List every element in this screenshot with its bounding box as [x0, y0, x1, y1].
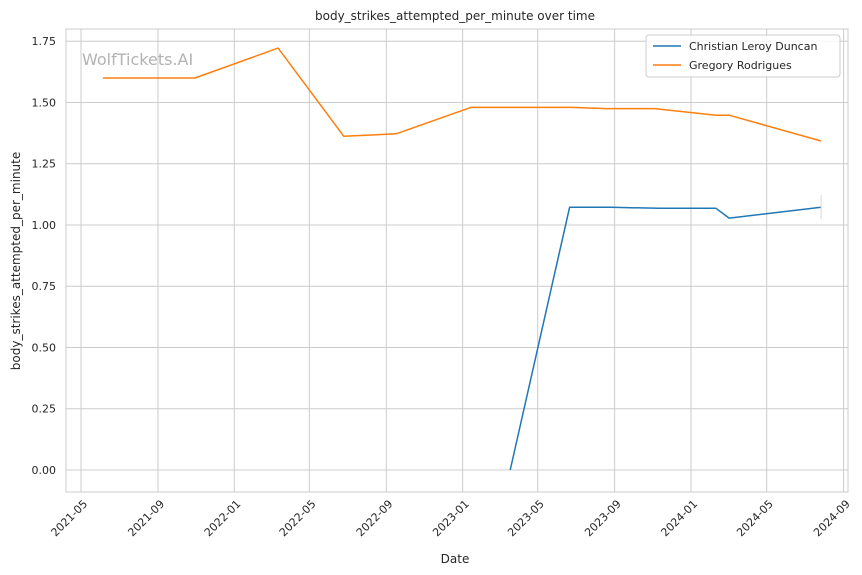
y-tick-label: 0.00 [32, 464, 57, 477]
legend-label: Gregory Rodrigues [689, 59, 792, 72]
y-tick-label: 0.25 [32, 403, 57, 416]
chart-title: body_strikes_attempted_per_minute over t… [315, 9, 595, 23]
y-tick-label: 1.75 [32, 35, 57, 48]
y-axis-title: body_strikes_attempted_per_minute [9, 152, 23, 370]
x-axis-title: Date [441, 552, 470, 566]
series-line-2 [102, 47, 822, 142]
series-line-1 [509, 206, 822, 471]
y-tick-label: 0.50 [32, 341, 57, 354]
plot-frame [65, 28, 849, 493]
y-axis-ticks: 0.00 0.25 0.50 0.75 1.00 1.25 1.50 1.75 [32, 35, 57, 477]
y-tick-label: 0.75 [32, 280, 57, 293]
series-layer [102, 47, 822, 471]
grid-lines [66, 29, 848, 492]
legend-label: Christian Leroy Duncan [689, 40, 817, 53]
y-tick-label: 1.25 [32, 158, 57, 171]
legend: Christian Leroy Duncan Gregory Rodrigues [645, 34, 841, 78]
y-tick-label: 1.00 [32, 219, 57, 232]
y-tick-label: 1.50 [32, 96, 57, 109]
legend-box [645, 34, 841, 78]
watermark: WolfTickets.AI [82, 50, 193, 69]
